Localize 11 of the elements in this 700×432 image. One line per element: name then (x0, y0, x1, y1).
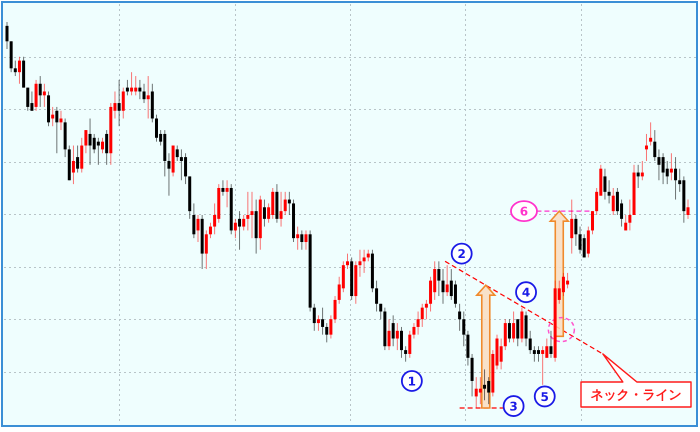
annotation: 5 (540, 390, 549, 404)
annotation: 3 (509, 400, 518, 414)
annotation: 4 (522, 286, 530, 300)
annotation: 6 (520, 204, 528, 219)
numbered-circle: 1 (400, 370, 423, 392)
annotation: 1 (408, 374, 416, 388)
numbered-circle: 5 (534, 386, 556, 408)
annotation: ネック・ライン (590, 388, 682, 403)
numbered-circle: 2 (450, 242, 473, 264)
annotation: 2 (458, 247, 466, 262)
numbered-circle: 4 (515, 281, 537, 304)
